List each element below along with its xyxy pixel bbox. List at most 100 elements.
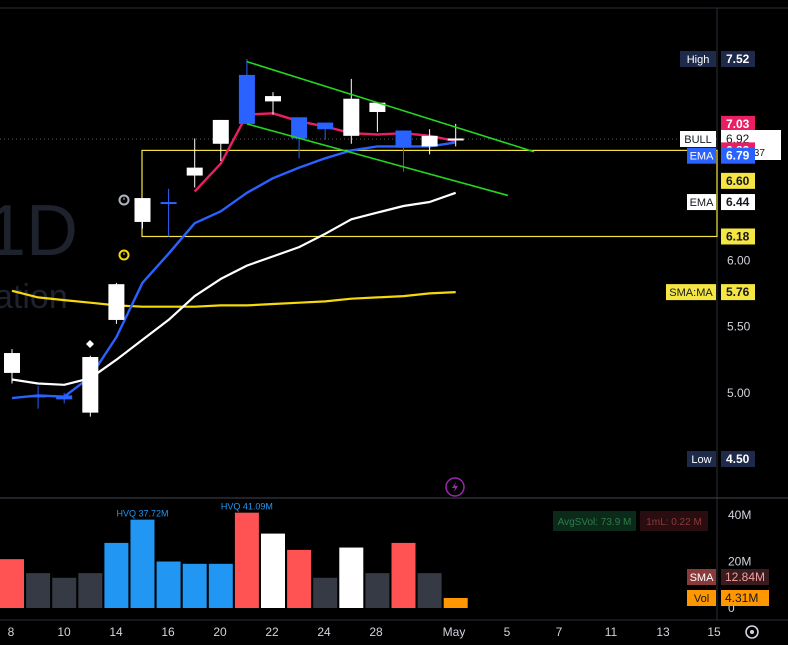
volume-bar[interactable] xyxy=(443,597,468,608)
date-tick-label: 16 xyxy=(161,625,175,639)
price-tick-label: 6.00 xyxy=(727,253,751,267)
price-badge[interactable] xyxy=(721,284,755,301)
price-badge[interactable] xyxy=(721,228,755,245)
hvq-label: HVQ 41.09M xyxy=(221,502,273,512)
candle-body[interactable] xyxy=(238,74,255,124)
price-badge[interactable] xyxy=(721,51,755,67)
volume-badge-value: 12.84M xyxy=(725,570,765,584)
lightning-icon[interactable] xyxy=(445,477,465,497)
price-badge-label: High xyxy=(687,54,710,66)
volume-bar[interactable] xyxy=(52,577,77,608)
price-badge-tag[interactable] xyxy=(687,147,716,164)
trendline-lower[interactable] xyxy=(246,123,509,197)
candle-body[interactable] xyxy=(186,167,203,176)
price-badge-label: Low xyxy=(691,454,711,466)
volume-bar[interactable] xyxy=(313,577,338,608)
date-tick-label: 11 xyxy=(605,625,618,639)
date-tick-label: 13 xyxy=(656,625,670,639)
info-box-label: AvgSVol: 73.9 M xyxy=(558,517,632,528)
date-tick-label: 8 xyxy=(8,625,15,639)
volume-bar[interactable] xyxy=(417,573,442,608)
alarm-clock-icon[interactable] xyxy=(118,249,130,261)
info-box-label: 1mL: 0.22 M xyxy=(646,517,702,528)
price-badge-value: 6.44 xyxy=(726,195,750,209)
candle-body[interactable] xyxy=(421,135,438,147)
candle-body[interactable] xyxy=(212,119,229,144)
price-badge-value: 5.76 xyxy=(726,285,750,299)
symbol-watermark: 1D xyxy=(0,191,78,271)
price-badge[interactable] xyxy=(721,147,755,164)
price-badge-label: EMA xyxy=(690,151,715,163)
price-badge[interactable] xyxy=(721,115,755,132)
volume-bar[interactable] xyxy=(261,533,285,608)
volume-bar[interactable] xyxy=(182,563,207,608)
date-tick-label: 24 xyxy=(317,625,331,639)
volume-badge[interactable] xyxy=(721,569,769,585)
volume-bar[interactable] xyxy=(104,542,129,608)
candle-body[interactable] xyxy=(291,117,308,139)
price-badge-label: EMA xyxy=(690,197,715,209)
volume-bar[interactable] xyxy=(208,563,233,608)
price-badge-tag[interactable] xyxy=(680,131,716,147)
volume-bar[interactable] xyxy=(130,519,155,608)
trendline-upper[interactable] xyxy=(246,60,535,153)
volume-bar[interactable] xyxy=(0,559,24,608)
volume-badge-tag[interactable] xyxy=(687,590,716,606)
info-box xyxy=(640,511,708,531)
candle-body[interactable] xyxy=(30,395,47,398)
date-tick-label: 10 xyxy=(57,625,71,639)
price-badge-label: BULL xyxy=(684,134,712,146)
price-badge[interactable] xyxy=(721,172,755,189)
candle-body[interactable] xyxy=(4,353,20,373)
price-badge-tag[interactable] xyxy=(666,284,716,301)
volume-badge-value: 4.31M xyxy=(725,591,758,605)
candle-body[interactable] xyxy=(265,96,281,102)
volume-bar[interactable] xyxy=(339,547,364,608)
sma-line[interactable] xyxy=(11,289,456,308)
volume-bar[interactable] xyxy=(365,573,390,608)
price-badge[interactable] xyxy=(721,194,755,211)
date-tick-label: 20 xyxy=(213,625,227,639)
volume-bar[interactable] xyxy=(391,542,416,608)
price-badge-tag[interactable] xyxy=(687,451,716,467)
candle-body[interactable] xyxy=(134,198,151,222)
candle-body[interactable] xyxy=(395,130,412,148)
candle-body[interactable] xyxy=(369,102,386,112)
diamond-marker-icon xyxy=(86,340,94,348)
settings-gear-icon[interactable] xyxy=(745,625,759,639)
volume-bar[interactable] xyxy=(78,573,103,608)
candle-body[interactable] xyxy=(82,357,99,413)
volume-tick-label: 20M xyxy=(728,555,751,569)
price-badge-value: 6.18 xyxy=(726,229,750,243)
volume-bar[interactable] xyxy=(26,573,51,608)
price-badge-value: 4.50 xyxy=(726,452,750,466)
alarm-clock-icon[interactable] xyxy=(118,194,130,206)
candle-body[interactable] xyxy=(56,395,73,400)
candle-body[interactable] xyxy=(108,284,125,320)
date-tick-label: 22 xyxy=(265,625,279,639)
candle-body[interactable] xyxy=(343,98,360,136)
volume-badge-tag[interactable] xyxy=(687,569,716,585)
date-tick-label: 15 xyxy=(707,625,721,639)
volume-bar[interactable] xyxy=(234,512,259,608)
date-tick-label: 7 xyxy=(556,625,563,639)
price-badge[interactable] xyxy=(721,451,755,467)
hvq-label: HVQ 37.72M xyxy=(116,509,168,519)
volume-badge[interactable] xyxy=(721,590,769,606)
volume-badge-label: SMA xyxy=(690,572,715,584)
date-tick-label: 14 xyxy=(109,625,123,639)
price-badge-tag[interactable] xyxy=(680,51,716,67)
candle-body[interactable] xyxy=(447,138,464,141)
volume-bar[interactable] xyxy=(287,549,312,608)
price-tick-label: 5.50 xyxy=(727,320,751,334)
price-badge-tag[interactable] xyxy=(687,194,716,211)
candle-body[interactable] xyxy=(317,122,334,130)
price-badge-label: SMA:MA xyxy=(669,287,713,299)
info-box xyxy=(553,511,636,531)
candle-body[interactable] xyxy=(160,202,177,205)
price-badge-value: 7.52 xyxy=(726,52,750,66)
volume-tick-label: 0 xyxy=(728,601,735,615)
volume-bar[interactable] xyxy=(156,561,181,609)
volume-badge-label: Vol xyxy=(694,593,709,605)
